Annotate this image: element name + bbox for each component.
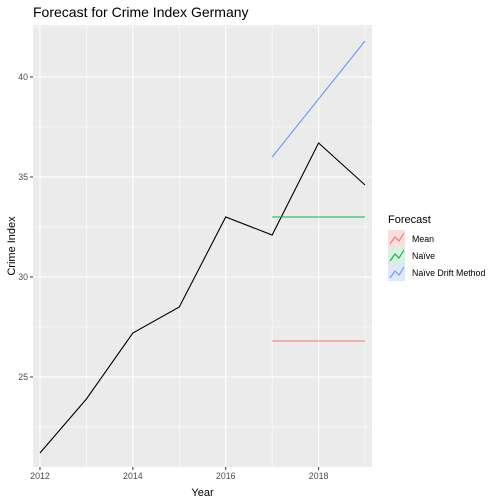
y-tick-label: 35	[18, 172, 28, 182]
plot-panel	[33, 25, 372, 467]
y-tick-label: 30	[18, 272, 28, 282]
y-tick-label: 40	[18, 72, 28, 82]
minor-grid	[33, 25, 372, 467]
legend-item-0: Mean	[388, 230, 434, 247]
major-grid	[33, 25, 372, 467]
actual-series-line	[39, 142, 366, 454]
forecast-line-2	[271, 40, 366, 158]
y-axis-ticks: 25 30 35 40	[18, 72, 33, 382]
x-axis-ticks: 2012 2014 2016 2018	[30, 467, 328, 481]
x-tick-label: 2018	[309, 471, 329, 481]
legend-item-2: Naïve Drift Method	[388, 264, 485, 281]
legend-label-1: Naïve	[412, 251, 435, 261]
legend: Forecast Mean Naïve Naïve Drift Method	[388, 214, 485, 281]
legend-label-0: Mean	[412, 234, 434, 244]
y-axis-label: Crime Index	[6, 216, 18, 276]
y-tick-label: 25	[18, 372, 28, 382]
legend-title: Forecast	[388, 214, 431, 226]
legend-label-2: Naïve Drift Method	[412, 268, 485, 278]
legend-items: Mean Naïve Naïve Drift Method	[388, 230, 485, 281]
series-lines	[39, 40, 366, 454]
legend-key-glyph-1	[389, 249, 405, 262]
legend-key-glyph-0	[389, 232, 405, 245]
legend-item-1: Naïve	[388, 247, 435, 264]
chart-title: Forecast for Crime Index Germany	[33, 4, 249, 20]
x-tick-label: 2014	[123, 471, 143, 481]
x-tick-label: 2012	[30, 471, 50, 481]
x-axis-label: Year	[191, 487, 214, 499]
x-tick-label: 2016	[216, 471, 236, 481]
legend-key-glyph-2	[389, 266, 405, 279]
